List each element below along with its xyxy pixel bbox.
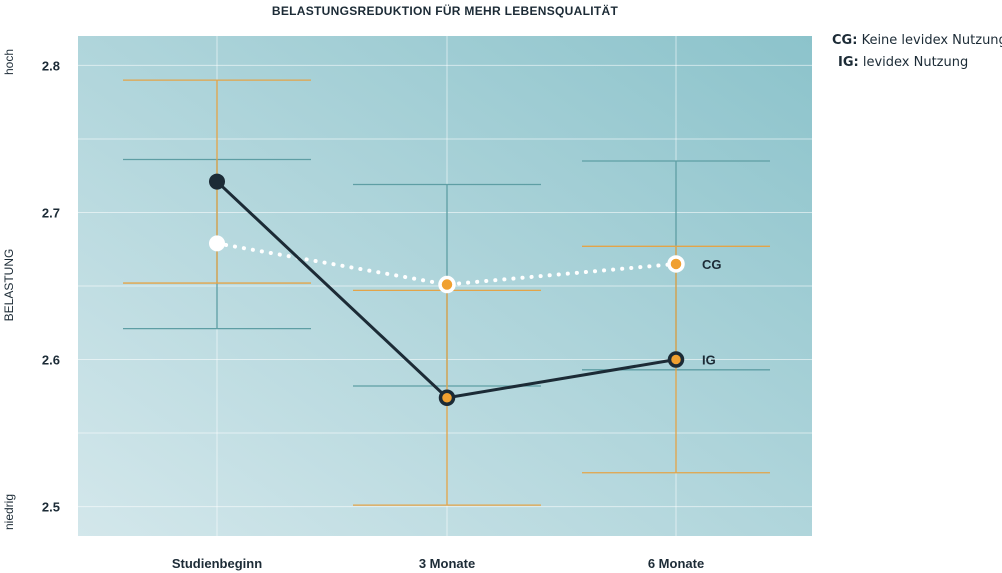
point-label-ig: IG (702, 353, 716, 368)
point-ig (667, 351, 685, 368)
x-ticks: Studienbeginn 3 Monate 6 Monate (172, 556, 704, 571)
legend-text-ig: levidex Nutzung (862, 55, 969, 70)
legend-key-ig: IG: (838, 55, 859, 70)
data-points (209, 173, 685, 407)
y-tick-label: 2.6 (42, 353, 60, 368)
legend-entry-cg: CG: Keine levidex Nutzung (832, 30, 1002, 52)
legend: CG: Keine levidex Nutzung IG: levidex Nu… (832, 30, 1002, 74)
legend-text-cg: Keine levidex Nutzung (861, 33, 1002, 48)
chart-texts: BELASTUNGSREDUKTION FÜR MEHR LEBENSQUALI… (2, 3, 618, 530)
point-label-cg: CG (702, 257, 722, 272)
point-cg (209, 235, 225, 252)
point-ig (209, 173, 225, 190)
legend-entry-ig: IG: levidex Nutzung (832, 52, 1002, 74)
y-tick-label: 2.5 (42, 500, 60, 515)
y-axis-bottom-label: niedrig (2, 494, 16, 530)
x-tick-label: 3 Monate (419, 556, 475, 571)
y-tick-label: 2.8 (42, 58, 60, 73)
point-cg (438, 275, 456, 294)
legend-key-cg: CG: (832, 33, 858, 48)
y-axis-label: BELASTUNG (2, 249, 16, 322)
x-tick-label: Studienbeginn (172, 556, 262, 571)
chart-title: BELASTUNGSREDUKTION FÜR MEHR LEBENSQUALI… (272, 3, 619, 18)
point-cg (667, 255, 685, 273)
point-labels: CG IG (702, 257, 722, 368)
y-axis-top-label: hoch (2, 49, 16, 75)
x-tick-label: 6 Monate (648, 556, 704, 571)
y-tick-label: 2.7 (42, 205, 60, 220)
point-ig (438, 389, 456, 407)
y-ticks: 2.5 2.6 2.7 2.8 (42, 58, 60, 514)
